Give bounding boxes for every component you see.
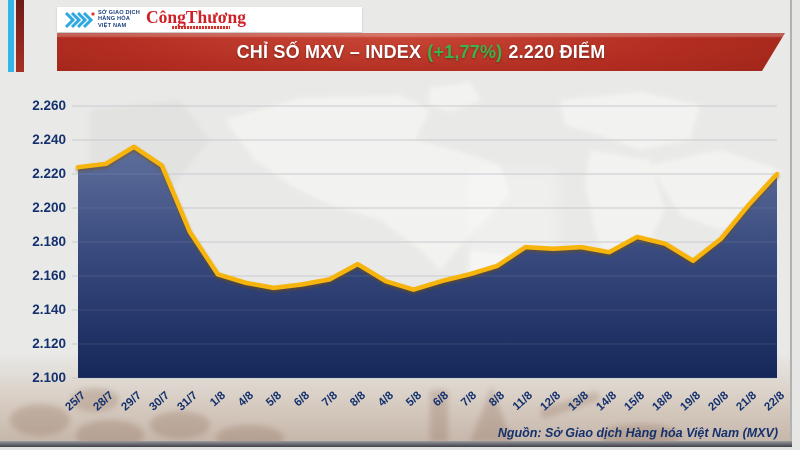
y-axis-label: 2.260 [32,98,66,113]
decorative-stripe-maroon [16,0,24,72]
y-axis-label: 2.100 [32,370,66,385]
y-axis-label: 2.120 [32,336,66,351]
frame-bottom-border [0,441,792,447]
logo-bar: SỞ GIAO DỊCH HÀNG HÓA VIỆT NAM CôngThươn… [57,7,362,32]
y-axis-label: 2.220 [32,166,66,181]
gridlines-over-fill [72,105,777,379]
congthuong-word1: Công [145,7,186,27]
mxv-logo: SỞ GIAO DỊCH HÀNG HÓA VIỆT NAM [63,10,140,30]
area-fill [78,146,777,378]
y-axis-label: 2.200 [32,200,66,215]
title-banner: CHỈ SỐ MXV – INDEX (+1,77%) 2.220 ĐIỂM [57,33,785,71]
mxv-logo-text: SỞ GIAO DỊCH HÀNG HÓA VIỆT NAM [98,10,140,29]
mxv-logo-line2: HÀNG HÓA [98,16,131,23]
y-axis-label: 2.160 [32,268,66,283]
decorative-stripe-cyan [8,0,14,72]
y-axis-label: 2.180 [32,234,66,249]
mxv-chevrons-icon [64,11,95,28]
congthuong-tagline-strip [171,26,230,29]
congthuong-logo: CôngThương [145,7,246,29]
congthuong-word2: Thương [185,7,246,27]
banner-index-value: 2.220 ĐIỂM [508,41,606,62]
banner-title-prefix: CHỈ SỐ MXV – INDEX [236,41,422,62]
index-line [75,144,780,292]
frame-right-border [790,0,800,450]
y-axis-label: 2.240 [32,132,66,147]
mxv-logo-line1: SỞ GIAO DỊCH [98,10,140,17]
source-caption: Nguồn: Sở Giao dịch Hàng hóa Việt Nam (M… [497,426,778,440]
frame-bottom-pad [0,447,792,450]
mxv-logo-line3: VIỆT NAM [98,22,127,29]
y-axis-label: 2.140 [32,302,66,317]
banner-change-percent: (+1,77%) [427,41,503,62]
